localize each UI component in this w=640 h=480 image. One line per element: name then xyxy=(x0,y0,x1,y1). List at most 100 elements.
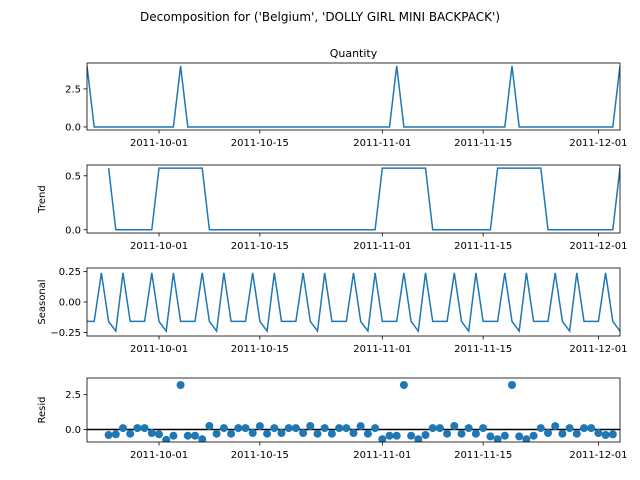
resid-point xyxy=(522,435,531,442)
resid-point xyxy=(183,431,192,440)
resid-point xyxy=(234,424,243,433)
resid-point xyxy=(313,429,322,438)
resid-point xyxy=(155,430,163,439)
x-tick-label: 2011-11-01 xyxy=(353,344,411,355)
seasonal-series-line xyxy=(87,272,620,334)
resid-point xyxy=(205,422,214,430)
resid-point xyxy=(284,424,293,433)
resid-point xyxy=(536,424,545,433)
x-tick-label: 2011-10-01 xyxy=(130,138,188,149)
resid-point xyxy=(291,424,300,433)
resid-point xyxy=(277,429,286,437)
x-tick-label: 2011-12-01 xyxy=(569,241,627,252)
y-tick-label: −0.25 xyxy=(50,328,81,339)
trend-axes-frame xyxy=(86,164,621,234)
resid-point xyxy=(450,422,459,430)
resid-point xyxy=(356,422,365,431)
resid-panel: 0.0 2.5 2011-10-01 2011-10-15 2011-11-01 2011… xyxy=(37,377,627,461)
observed-title: Quantity xyxy=(330,47,378,60)
x-tick-label: 2011-11-15 xyxy=(454,344,512,355)
resid-point xyxy=(241,424,250,433)
x-tick-label: 2011-10-15 xyxy=(231,138,289,149)
x-tick-label: 2011-10-01 xyxy=(130,344,188,355)
resid-point xyxy=(349,429,358,437)
y-tick-label: 0.5 xyxy=(65,171,81,182)
x-tick-label: 2011-11-15 xyxy=(454,138,512,149)
x-tick-label: 2011-10-15 xyxy=(231,241,289,252)
resid-axes-frame xyxy=(86,377,621,443)
y-tick-label: 2.5 xyxy=(65,390,81,401)
resid-point xyxy=(407,431,416,440)
resid-point xyxy=(500,431,509,440)
observed-series-line xyxy=(87,65,620,128)
resid-point xyxy=(580,424,588,433)
resid-point xyxy=(385,431,394,440)
resid-point xyxy=(176,381,185,389)
resid-point xyxy=(147,429,156,437)
x-tick-label: 2011-10-01 xyxy=(130,241,188,252)
resid-point xyxy=(464,424,473,433)
resid-point xyxy=(169,431,178,440)
x-tick-label: 2011-10-01 xyxy=(130,450,188,461)
resid-point xyxy=(126,429,135,438)
resid-point xyxy=(608,430,617,439)
resid-point xyxy=(435,424,444,433)
resid-point xyxy=(392,431,401,440)
seasonal-data xyxy=(87,272,620,334)
resid-point xyxy=(198,435,207,442)
resid-point xyxy=(515,432,524,441)
resid-point xyxy=(457,429,466,438)
resid-point xyxy=(587,424,596,433)
resid-point xyxy=(486,432,495,441)
resid-point xyxy=(529,431,538,440)
resid-data xyxy=(87,381,620,442)
y-tick-label: 0.0 xyxy=(65,425,81,436)
resid-point xyxy=(378,435,387,442)
observed-data xyxy=(87,65,620,128)
resid-point xyxy=(551,422,560,431)
resid-point xyxy=(219,424,228,433)
x-tick-label: 2011-11-01 xyxy=(353,450,411,461)
y-tick-label: 0.00 xyxy=(59,298,81,309)
resid-point xyxy=(119,424,127,433)
x-tick-label: 2011-11-01 xyxy=(353,241,411,252)
resid-point xyxy=(327,429,336,438)
x-tick-label: 2011-11-15 xyxy=(454,450,512,461)
resid-point xyxy=(544,429,552,437)
resid-point xyxy=(421,431,430,439)
resid-ylabel: Resid xyxy=(37,397,48,424)
figure-suptitle: Decomposition for ('Belgium', 'DOLLY GIR… xyxy=(140,10,500,24)
resid-point xyxy=(414,435,423,442)
resid-point xyxy=(594,429,603,437)
x-tick-label: 2011-10-15 xyxy=(231,450,289,461)
resid-point xyxy=(572,429,581,438)
resid-point xyxy=(255,422,264,431)
x-tick-label: 2011-12-01 xyxy=(569,344,627,355)
resid-point xyxy=(133,424,142,433)
resid-point xyxy=(299,429,308,437)
resid-point xyxy=(191,431,199,440)
resid-point xyxy=(342,424,351,433)
resid-point xyxy=(601,431,610,439)
x-tick-label: 2011-11-15 xyxy=(454,241,512,252)
resid-point xyxy=(493,435,502,442)
x-tick-label: 2011-12-01 xyxy=(569,450,627,461)
y-tick-label: 2.5 xyxy=(65,84,81,95)
resid-point xyxy=(479,424,488,433)
resid-point xyxy=(140,424,149,433)
resid-point xyxy=(565,424,574,433)
resid-point xyxy=(428,424,437,433)
resid-point xyxy=(558,429,567,438)
resid-point xyxy=(443,429,452,438)
observed-panel: 0.0 2.5 2011-10-01 2011-10-15 2011-11-01 2011… xyxy=(65,47,627,149)
resid-point xyxy=(508,381,516,389)
trend-series-line xyxy=(107,167,620,231)
resid-point xyxy=(371,424,380,433)
resid-point xyxy=(471,429,480,438)
trend-panel: 0.0 0.5 2011-10-01 2011-10-15 2011-11-01 2011… xyxy=(37,164,627,252)
seasonal-ylabel: Seasonal xyxy=(37,279,48,324)
resid-point xyxy=(104,431,113,439)
resid-point xyxy=(399,381,408,389)
resid-point xyxy=(306,422,315,430)
